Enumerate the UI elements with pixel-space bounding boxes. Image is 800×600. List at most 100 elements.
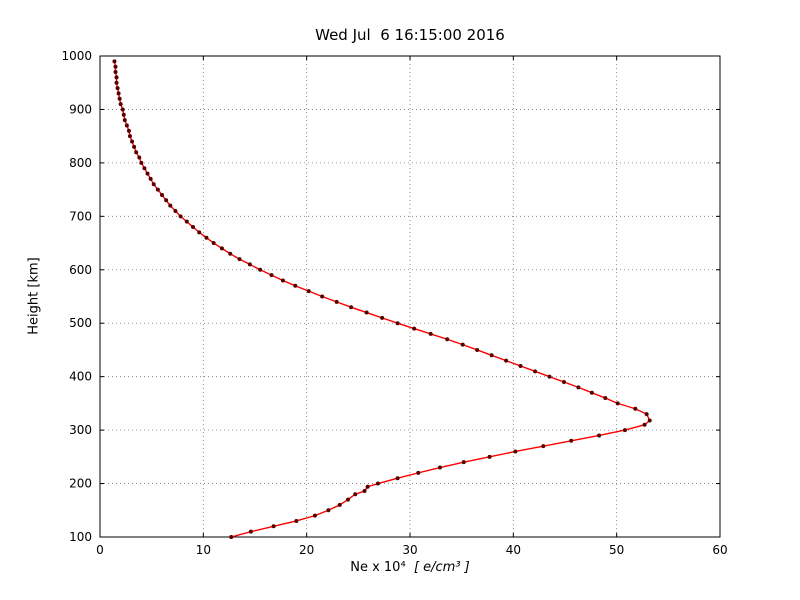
data-point-marker [395,476,400,481]
data-point-marker [142,166,147,171]
data-point-marker [337,502,342,507]
data-point-marker [513,449,518,454]
data-point-marker [487,454,492,459]
data-point-marker [117,96,122,101]
data-point-marker [280,278,285,283]
data-point-marker [561,380,566,385]
data-point-marker [312,513,317,518]
data-point-marker [346,497,350,502]
data-point-marker [428,331,433,336]
data-line [113,61,651,538]
data-point-marker [589,390,594,395]
data-point-marker [228,251,233,256]
data-point-marker [148,176,153,181]
data-point-marker [633,406,638,411]
data-point-marker [173,208,178,213]
chart-title: Wed Jul 6 16:15:00 2016 [315,26,505,44]
data-point-marker [334,299,339,304]
data-point-marker [541,444,546,449]
x-tick-label: 30 [402,543,417,557]
data-point-marker [576,385,581,390]
data-point-marker [113,64,118,69]
data-point-marker [258,267,263,272]
data-point-marker [211,241,216,246]
data-point-marker [306,289,311,294]
data-point-marker [127,134,132,139]
data-point-marker [151,182,156,187]
data-point-marker [518,363,523,368]
data-point-marker [395,321,400,326]
data-point-marker [124,123,129,128]
data-point-marker [353,492,358,497]
data-point-marker [184,219,189,224]
data-point-marker [461,460,466,465]
data-point-marker [380,315,385,320]
y-tick-label: 800 [69,156,92,170]
y-tick-label: 1000 [61,49,92,63]
data-point-marker [137,155,142,160]
x-axis-label-main: Ne x 10⁴ [350,560,406,575]
data-point-marker [271,524,276,529]
data-point-marker [247,262,252,267]
data-point-marker [365,484,370,489]
data-point-marker [375,481,380,486]
data-point-marker [122,118,127,123]
data-point-marker [475,347,480,352]
data-point-marker [642,422,647,427]
data-point-marker [160,192,164,197]
data-point-marker [164,198,169,203]
data-point-marker [349,305,354,310]
data-point-marker [191,225,195,230]
data-point-marker [134,150,139,155]
data-point-marker [139,160,144,165]
data-point-marker [597,433,602,438]
data-point-marker [126,128,131,133]
data-point-marker [364,310,369,315]
data-point-marker [115,86,120,91]
data-point-marker [294,518,299,523]
data-point-marker [197,230,202,235]
data-point-marker [416,470,421,475]
data-point-marker [489,353,494,358]
data-point-marker [460,342,465,347]
data-point-marker [615,401,620,406]
data-point-marker [204,235,209,240]
data-point-marker [320,294,325,299]
data-point-marker [229,535,234,539]
data-point-marker [116,91,121,96]
data-point-marker [603,396,608,401]
y-tick-label: 500 [69,316,92,330]
data-point-marker [112,59,117,64]
data-point-marker [120,107,125,112]
y-tick-label: 900 [69,102,92,116]
x-axis-label-units: [ e/cm³ ] [413,560,470,575]
y-tick-label: 700 [69,209,92,223]
x-tick-label: 40 [506,543,521,557]
x-axis-label: Ne x 10⁴ [ e/cm³ ] [100,560,720,575]
data-point-marker [362,489,367,494]
data-point-marker [647,418,652,423]
x-tick-label: 20 [299,543,314,557]
y-axis-label: Height [km] [26,257,42,335]
data-point-marker [248,529,253,534]
data-point-marker [293,283,298,288]
data-point-marker [114,75,119,80]
data-point-marker [326,508,331,513]
x-tick-label: 10 [196,543,211,557]
data-point-marker [219,246,224,251]
data-point-marker [533,369,538,374]
data-point-marker [547,374,552,379]
data-point-marker [132,144,137,149]
data-point-marker [644,412,649,417]
y-tick-label: 400 [69,370,92,384]
data-point-marker [269,273,274,278]
y-tick-label: 300 [69,423,92,437]
data-point-marker [113,70,118,75]
data-point-marker [237,257,242,262]
x-tick-label: 0 [96,543,104,557]
data-point-marker [130,139,135,144]
y-tick-label: 200 [69,477,92,491]
data-point-marker [437,465,442,470]
